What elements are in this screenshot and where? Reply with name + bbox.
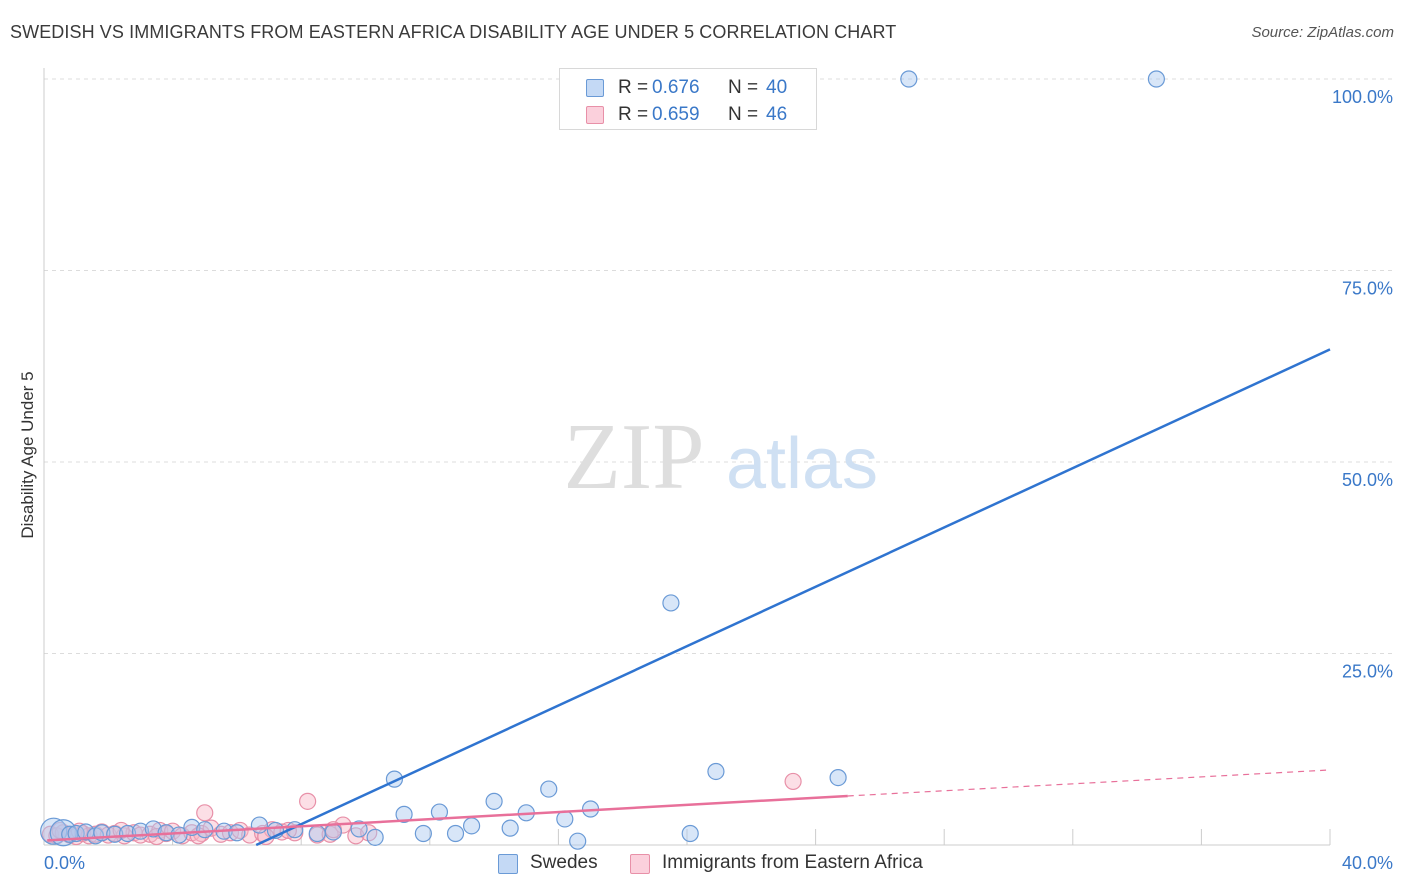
watermark-atlas: atlas xyxy=(726,424,878,504)
legend-r-label: R = xyxy=(618,77,649,98)
point-swedes xyxy=(900,70,918,88)
x-tick-label-max: 40.0% xyxy=(1342,853,1393,873)
point-immigrants xyxy=(321,825,339,843)
point-swedes xyxy=(170,826,188,844)
trend-extension-immigrants xyxy=(847,769,1331,797)
point-swedes xyxy=(707,762,725,781)
point-swedes xyxy=(250,816,269,834)
bottom-legend-label: Immigrants from Eastern Africa xyxy=(662,852,923,873)
stats-legend: R = 0.676 N = 40 R = 0.659 N = 46 xyxy=(559,68,817,130)
point-swedes xyxy=(430,803,449,821)
watermark-zip: ZIP xyxy=(564,405,705,509)
point-immigrants xyxy=(299,792,317,810)
point-swedes xyxy=(308,824,326,843)
chart-title: SWEDISH VS IMMIGRANTS FROM EASTERN AFRIC… xyxy=(10,22,897,42)
legend-n-label: N = xyxy=(728,104,759,125)
source-label: Source: ZipAtlas.com xyxy=(1251,24,1394,41)
point-swedes xyxy=(556,810,574,828)
point-swedes xyxy=(829,768,847,787)
point-swedes xyxy=(662,594,680,612)
bottom-legend-label: Swedes xyxy=(530,852,598,873)
trend-line-immigrants xyxy=(47,794,848,842)
y-tick-label: 25.0% xyxy=(1342,662,1393,682)
point-swedes xyxy=(40,817,68,845)
legend-swatch-swedes xyxy=(586,79,604,97)
point-swedes xyxy=(228,824,246,842)
point-swedes xyxy=(324,823,342,841)
legend-n-value: 46 xyxy=(766,104,788,125)
point-immigrants xyxy=(784,772,802,791)
point-swedes xyxy=(118,824,137,843)
legend-swatch-immigrants xyxy=(586,106,604,124)
y-tick-label: 50.0% xyxy=(1342,470,1393,490)
point-swedes xyxy=(569,832,587,850)
trend-lines xyxy=(47,348,1331,847)
legend-n-label: N = xyxy=(728,77,759,98)
point-swedes xyxy=(196,821,214,839)
bottom-swatch-immigrants xyxy=(630,854,650,874)
point-swedes xyxy=(540,780,558,798)
y-tick-label: 75.0% xyxy=(1342,279,1393,299)
legend-r-value: 0.676 xyxy=(652,77,700,98)
legend-n-value: 40 xyxy=(766,77,788,98)
point-swedes xyxy=(350,820,368,838)
gridlines xyxy=(44,78,1395,654)
point-swedes xyxy=(106,825,124,843)
point-swedes xyxy=(414,824,432,843)
y-axis-label: Disability Age Under 5 xyxy=(18,371,37,539)
point-swedes xyxy=(446,824,465,843)
point-swedes xyxy=(501,819,519,837)
point-swedes xyxy=(1147,70,1165,88)
point-swedes xyxy=(681,824,699,843)
tick-labels: 25.0% 50.0% 75.0% 100.0% 0.0% 40.0% xyxy=(44,87,1393,873)
point-swedes xyxy=(485,792,503,810)
x-tick-label-min: 0.0% xyxy=(44,853,85,873)
bottom-swatch-swedes xyxy=(498,854,518,874)
point-swedes xyxy=(144,820,162,838)
legend-r-value: 0.659 xyxy=(652,104,700,125)
trend-line-swedes xyxy=(255,348,1331,847)
point-immigrants xyxy=(196,804,214,822)
legend-r-label: R = xyxy=(618,104,649,125)
point-swedes xyxy=(462,817,481,835)
y-tick-label: 100.0% xyxy=(1332,87,1393,107)
point-swedes xyxy=(395,805,413,823)
point-swedes xyxy=(366,828,384,846)
